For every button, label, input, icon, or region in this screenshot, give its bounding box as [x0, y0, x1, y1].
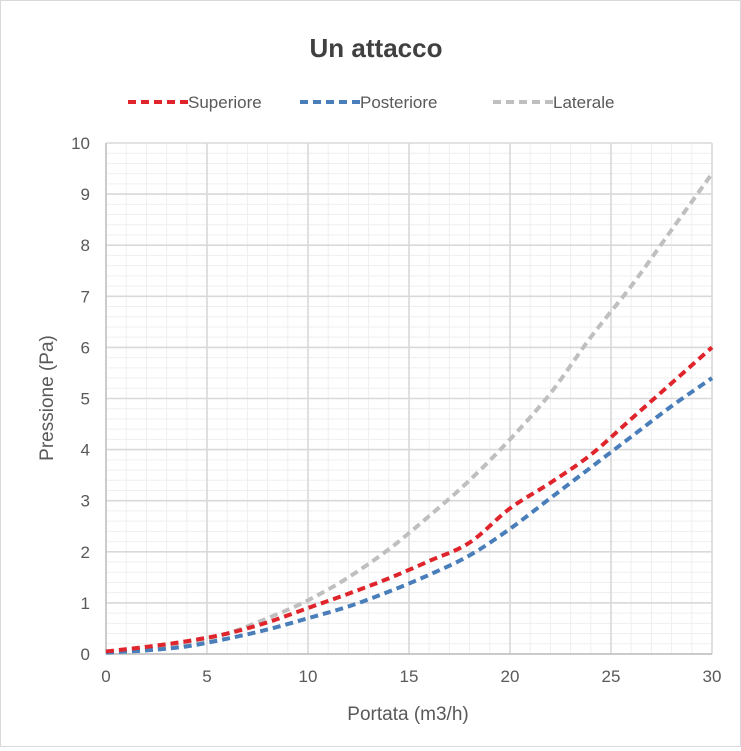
x-tick-label: 10	[299, 667, 318, 686]
legend-label: Laterale	[553, 93, 614, 112]
y-tick-label: 0	[81, 645, 90, 664]
y-axis-label: Pressione (Pa)	[37, 335, 58, 461]
y-tick-label: 3	[81, 492, 90, 511]
legend-item-laterale: Laterale	[493, 93, 614, 112]
legend-item-superiore: Superiore	[128, 93, 262, 112]
legend-item-posteriore: Posteriore	[300, 93, 437, 112]
chart-title: Un attacco	[310, 33, 443, 63]
y-tick-label: 2	[81, 543, 90, 562]
y-tick-label: 1	[81, 594, 90, 613]
series-line-posteriore	[105, 376, 714, 655]
y-tick-label: 5	[81, 390, 90, 409]
legend-label: Posteriore	[360, 93, 437, 112]
x-tick-label: 15	[400, 667, 419, 686]
legend-label: Superiore	[188, 93, 262, 112]
x-tick-label: 20	[501, 667, 520, 686]
axes	[105, 143, 712, 655]
x-tick-label: 5	[202, 667, 211, 686]
y-tick-label: 8	[81, 236, 90, 255]
series-line-superiore	[105, 345, 714, 654]
major-gridlines	[105, 142, 713, 655]
x-axis-label: Portata (m3/h)	[347, 704, 468, 725]
x-tick-label: 25	[602, 667, 621, 686]
y-tick-label: 9	[81, 185, 90, 204]
legend: Superiore Posteriore Laterale	[128, 93, 614, 112]
y-tick-label: 6	[81, 338, 90, 357]
x-tick-label: 30	[703, 667, 722, 686]
x-tick-label: 0	[101, 667, 110, 686]
x-tick-labels: 0 5 10 15 20 25 30	[101, 667, 721, 686]
y-tick-label: 4	[81, 441, 90, 460]
y-tick-label: 7	[81, 287, 90, 306]
y-tick-labels: 0 1 2 3 4 5 6 7 8 9 10	[71, 134, 90, 664]
series-lines	[105, 172, 714, 655]
y-tick-label: 10	[71, 134, 90, 153]
